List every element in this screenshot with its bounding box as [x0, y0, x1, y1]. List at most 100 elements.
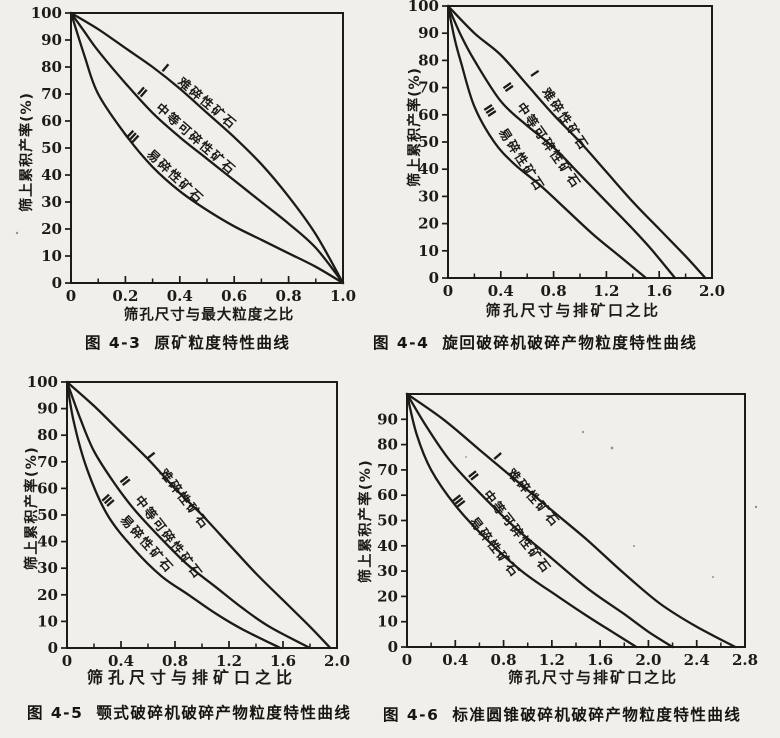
- fig-4-4-curve-Ⅲ: [446, 4, 648, 280]
- fig-4-6-y-tick-label: 80: [377, 436, 398, 454]
- figure-fig-4-6: 0 10 20 30 40 50 60 70 80 90 0 0.4 0.8 1.2 1.6 2.0 2.4 2.…: [377, 392, 758, 669]
- fig-4-5-x-tick-label: 1.6: [270, 652, 296, 670]
- scan-speck: [610, 446, 614, 450]
- fig-4-6-x-axis-title: 筛孔尺寸与排矿口之比: [507, 668, 679, 687]
- figure-title: 原矿粒度特性曲线: [154, 334, 291, 352]
- fig-4-3-x-tick-label: 0.8: [276, 287, 302, 305]
- scan-speck: [712, 576, 714, 578]
- scan-speck: [754, 505, 758, 509]
- fig-4-4-x-tick-label: 0.4: [488, 282, 514, 300]
- fig-4-5-y-tick-label: 70: [37, 453, 58, 471]
- fig-4-4-y-axis-title: 筛上累积产率(%): [407, 67, 423, 187]
- fig-4-5-x-tick-label: 0: [62, 652, 72, 670]
- scan-speck: [15, 231, 19, 235]
- fig-4-4-y-tick-label: 20: [418, 215, 439, 233]
- fig-4-6-y-axis-title: 筛上累积产率(%): [358, 458, 374, 584]
- fig-4-3-x-axis-title: 筛孔尺寸与最大粒度之比: [123, 307, 295, 324]
- fig-4-3-x-tick-label: 0.6: [221, 287, 247, 305]
- fig-4-6-y-tick-label: 50: [377, 512, 398, 530]
- fig-4-5-y-tick-label: 60: [37, 479, 58, 497]
- fig-4-3-y-tick-label: 30: [41, 193, 62, 211]
- fig-4-3-y-tick-label: 0: [52, 274, 62, 292]
- fig-4-5-curve-Ⅰ: [65, 380, 332, 650]
- fig-4-5-y-tick-label: 30: [37, 559, 58, 577]
- fig-4-4-y-tick-label: 30: [418, 187, 439, 205]
- fig-4-3-y-tick-label: 40: [41, 166, 62, 184]
- fig-4-3-y-tick-label: 80: [41, 58, 62, 76]
- fig-4-5-y-tick-label: 10: [37, 612, 58, 630]
- fig-4-5-y-tick-label: 40: [37, 533, 58, 551]
- fig-4-6-caption: 图 4-6 标准圆锥破碎机破碎产物粒度特性曲线: [383, 703, 741, 725]
- scan-speck: [562, 291, 564, 293]
- figure-title: 颚式破碎机破碎产物粒度特性曲线: [96, 704, 352, 722]
- fig-4-6-x-tick-label: 0.8: [491, 651, 517, 669]
- fig-4-6-curve-Ⅲ: [405, 392, 638, 649]
- fig-4-5-y-tick-label: 80: [37, 426, 58, 444]
- fig-4-3-y-axis-title: 筛上累积产率(%): [19, 92, 35, 212]
- fig-4-3-y-tick-label: 60: [41, 112, 62, 130]
- fig-4-6-y-tick-label: 20: [377, 587, 398, 605]
- fig-4-6-y-tick-label: 70: [377, 461, 398, 479]
- fig-4-5-y-tick-label: 0: [48, 639, 58, 657]
- fig-4-4-x-tick-label: 2.0: [699, 282, 725, 300]
- fig-4-3-y-tick-label: 10: [41, 247, 62, 265]
- fig-4-3-caption: 图 4-3 原矿粒度特性曲线: [85, 331, 290, 353]
- fig-4-3-x-tick-label: 0: [66, 287, 76, 305]
- fig-4-3-y-tick-label: 90: [41, 31, 62, 49]
- fig-4-4-curve-Ⅰ: [446, 4, 707, 280]
- fig-4-4-y-tick-label: 10: [418, 242, 439, 260]
- fig-4-3-x-tick-label: 1.0: [330, 287, 356, 305]
- fig-4-6-x-tick-label: 1.6: [587, 651, 613, 669]
- fig-4-6-y-tick-label: 10: [377, 613, 398, 631]
- scan-speck: [581, 430, 585, 434]
- fig-4-4-x-axis-title: 筛孔尺寸与排矿口之比: [485, 301, 661, 320]
- figure-number: 图 4-4: [373, 334, 430, 352]
- fig-4-3-y-tick-label: 20: [41, 220, 62, 238]
- fig-4-5-curve-Ⅲ: [65, 380, 282, 650]
- fig-4-5-y-tick-label: 20: [37, 586, 58, 604]
- fig-4-6-x-tick-label: 0: [402, 651, 412, 669]
- fig-4-4-y-tick-label: 100: [408, 0, 439, 15]
- fig-4-5-x-tick-label: 0.4: [108, 652, 134, 670]
- fig-4-3-curve-Ⅰ: [69, 11, 345, 285]
- fig-4-4-y-tick-label: 80: [418, 51, 439, 69]
- figure-number: 图 4-3: [85, 334, 142, 352]
- fig-4-6-x-tick-label: 2.8: [732, 651, 758, 669]
- fig-4-3-x-tick-label: 0.2: [112, 287, 138, 305]
- scan-speck: [633, 545, 635, 547]
- fig-4-4-curve-Ⅱ: [446, 4, 677, 280]
- figure-title: 旋回破碎机破碎产物粒度特性曲线: [442, 334, 698, 352]
- fig-4-5-y-axis-title: 筛上累积产率(%): [24, 445, 40, 571]
- fig-4-6-y-tick-label: 90: [377, 410, 398, 428]
- fig-4-5-x-tick-label: 1.2: [216, 652, 242, 670]
- figure-title: 标准圆锥破碎机破碎产物粒度特性曲线: [452, 706, 742, 724]
- fig-4-6-curve-Ⅰ: [405, 392, 737, 649]
- fig-4-4-caption: 图 4-4 旋回破碎机破碎产物粒度特性曲线: [373, 331, 697, 353]
- fig-4-3-y-tick-label: 70: [41, 85, 62, 103]
- fig-4-4-y-tick-label: 90: [418, 24, 439, 42]
- fig-4-4-y-tick-label: 40: [418, 160, 439, 178]
- fig-4-3-curve-Ⅲ: [69, 11, 345, 285]
- scan-speck: [465, 456, 467, 458]
- fig-4-5-caption: 图 4-5 颚式破碎机破碎产物粒度特性曲线: [27, 701, 351, 723]
- fig-4-6-curve-Ⅱ: [405, 392, 674, 649]
- fig-4-4-y-tick-label: 60: [418, 106, 439, 124]
- fig-4-6-y-tick-label: 0: [388, 638, 398, 656]
- fig-4-6-y-tick-label: 30: [377, 562, 398, 580]
- fig-4-6-x-tick-label: 1.2: [539, 651, 565, 669]
- fig-4-3-x-tick-label: 0.4: [167, 287, 193, 305]
- fig-4-4-y-tick-label: 50: [418, 133, 439, 151]
- fig-4-3-y-tick-label: 100: [31, 4, 62, 22]
- fig-4-6-y-tick-label: 60: [377, 486, 398, 504]
- fig-4-5-x-tick-label: 2.0: [324, 652, 350, 670]
- fig-4-4-x-tick-label: 0.8: [541, 282, 567, 300]
- fig-4-4-x-tick-label: 0: [443, 282, 453, 300]
- fig-4-4-y-tick-label: 0: [429, 269, 439, 287]
- figure-number: 图 4-6: [383, 706, 440, 724]
- fig-4-3-y-tick-label: 50: [41, 139, 62, 157]
- fig-4-6-x-tick-label: 2.0: [635, 651, 661, 669]
